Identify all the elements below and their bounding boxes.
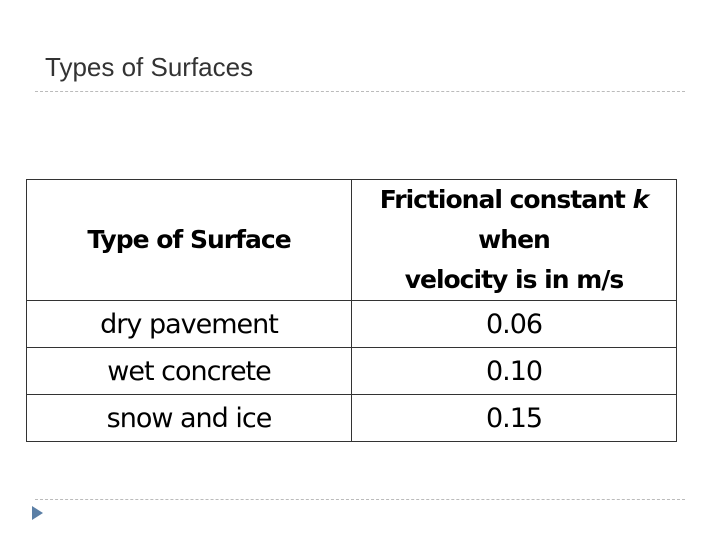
table-row: dry pavement 0.06 xyxy=(26,300,677,348)
slide-title: Types of Surfaces xyxy=(45,52,254,82)
table-cell: wet concrete xyxy=(26,347,352,395)
header-text: velocity is in m/s xyxy=(404,265,625,294)
table-cell: snow and ice xyxy=(26,394,352,442)
header-text: k xyxy=(632,185,650,214)
divider xyxy=(35,499,685,500)
header-text: when xyxy=(478,225,551,254)
table-cell: 0.06 xyxy=(351,300,677,348)
header-row: Type of Surface Frictional constant k wh… xyxy=(26,179,677,301)
table-row: snow and ice 0.15 xyxy=(26,394,677,442)
header-cell: Frictional constant k when velocity is in… xyxy=(351,179,677,301)
table: Type of Surface Frictional constant k wh… xyxy=(26,179,677,442)
table-cell: 0.10 xyxy=(351,347,677,395)
header-cell: Type of Surface xyxy=(26,179,352,301)
table-cell: 0.15 xyxy=(351,394,677,442)
bullet-icon xyxy=(32,506,43,520)
table-row: wet concrete 0.10 xyxy=(26,347,677,395)
header-text: Frictional constant xyxy=(379,185,626,214)
divider xyxy=(35,91,685,92)
table-cell: dry pavement xyxy=(26,300,352,348)
